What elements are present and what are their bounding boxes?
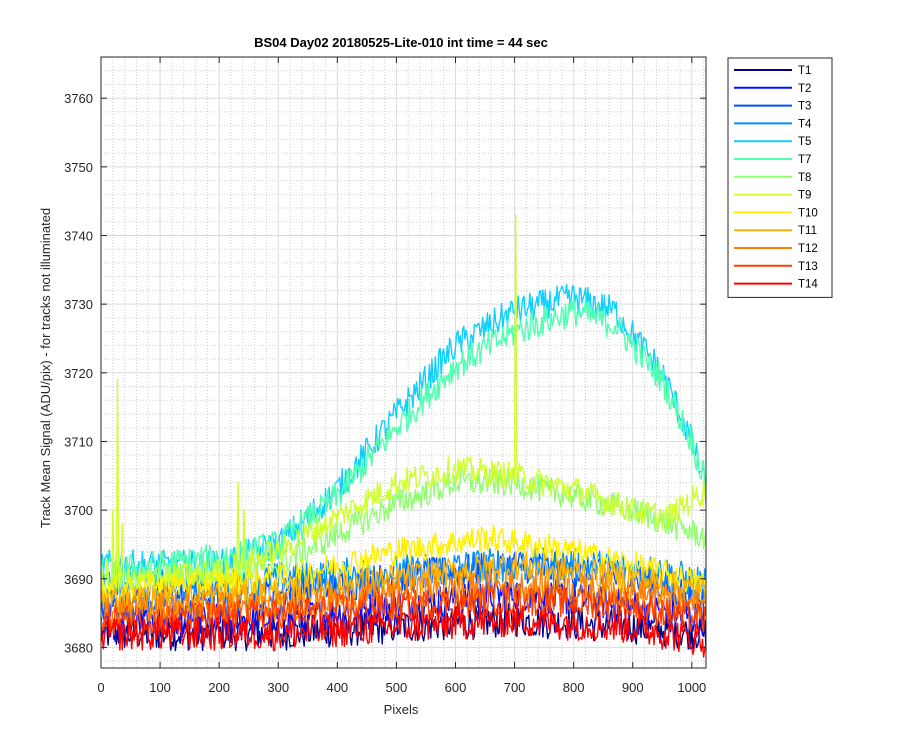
series-line-t14 — [101, 603, 706, 658]
y-tick-label: 3700 — [64, 503, 93, 518]
x-tick-label: 1000 — [677, 680, 706, 695]
series-line-t9 — [101, 214, 706, 598]
legend-label-t14: T14 — [798, 279, 818, 291]
legend-label-t12: T12 — [798, 243, 818, 255]
axes-box — [100, 56, 707, 669]
series-line-t7 — [101, 296, 706, 584]
y-tick-label: 3760 — [64, 91, 93, 106]
y-tick-label: 3680 — [64, 640, 93, 655]
y-tick-label: 3730 — [64, 297, 93, 312]
x-tick-label: 0 — [97, 680, 104, 695]
y-tick-label: 3740 — [64, 228, 93, 243]
y-tick-label: 3690 — [64, 572, 93, 587]
x-tick-label: 400 — [326, 680, 348, 695]
legend-label-t5: T5 — [798, 136, 811, 148]
legend-label-t7: T7 — [798, 154, 811, 166]
legend-label-t1: T1 — [798, 65, 811, 77]
plot-area: 0 100 200 300 400 500 600 700 800 900 1000 3680 3690… — [64, 56, 707, 695]
series-line-t13 — [101, 584, 706, 637]
legend-label-t9: T9 — [798, 190, 811, 202]
legend-label-t8: T8 — [798, 172, 811, 184]
legend-label-t3: T3 — [798, 101, 811, 113]
y-tick-label: 3750 — [64, 160, 93, 175]
legend: T1 T2 T3 T4 T5 T7 T8 T9 T10 T11 T12 T13 T14 — [727, 57, 833, 298]
legend-label-t2: T2 — [798, 83, 811, 95]
x-tick-label: 300 — [267, 680, 289, 695]
x-tick-label: 700 — [504, 680, 526, 695]
legend-label-t10: T10 — [798, 207, 818, 219]
legend-label-t11: T11 — [798, 225, 817, 237]
chart-title: BS04 Day02 20180525-Lite-010 int time = … — [254, 35, 548, 50]
legend-label-t13: T13 — [798, 261, 818, 273]
y-tick-label: 3710 — [64, 434, 93, 449]
x-tick-label: 800 — [563, 680, 585, 695]
legend-label-t4: T4 — [798, 118, 812, 130]
x-tick-label: 500 — [386, 680, 408, 695]
x-tick-label: 900 — [622, 680, 644, 695]
x-axis-label: Pixels — [384, 702, 419, 717]
x-tick-label: 600 — [445, 680, 467, 695]
y-axis-label: Track Mean Signal (ADU/pix) - for tracks… — [38, 208, 53, 528]
x-tick-label: 100 — [149, 680, 171, 695]
x-tick-label: 200 — [208, 680, 230, 695]
y-tick-label: 3720 — [64, 366, 93, 381]
series-line-t10 — [101, 524, 706, 606]
series-group — [101, 214, 706, 658]
